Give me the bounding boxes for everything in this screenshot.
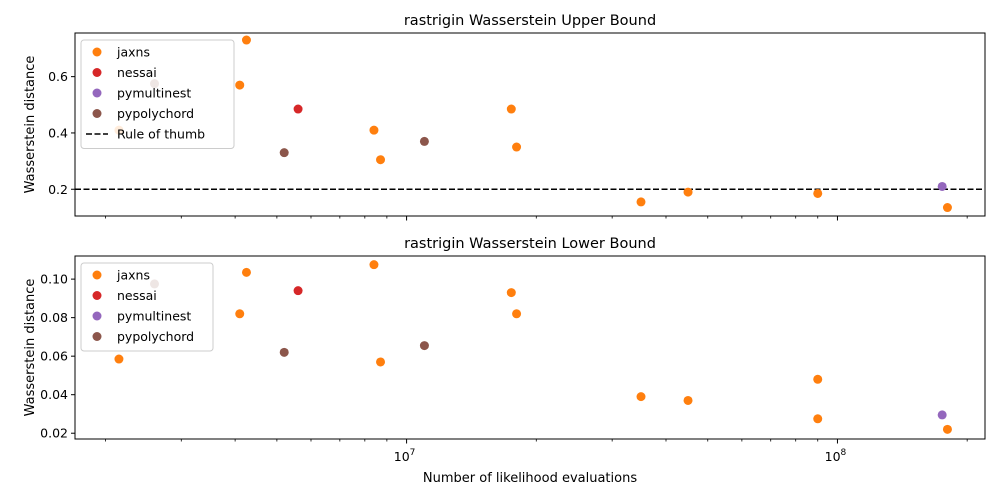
point-pypolychord [279,347,289,357]
panel-lower-bound: rastrigin Wasserstein Lower Bound Wassers… [23,236,986,464]
y-axis-label: Wasserstein distance [23,279,38,417]
legend-marker-nessai [92,291,102,300]
point-nessai [293,286,303,296]
point-jaxns [506,288,516,298]
point-jaxns [241,35,251,45]
point-jaxns [235,80,245,90]
y-tick-label: 0.08 [40,310,68,325]
legend: jaxns nessai pymultinest pypolychord Rule of… [80,39,235,149]
point-jaxns [235,309,245,319]
point-jaxns [114,354,124,364]
panels: rastrigin Wasserstein Upper Bound Wassers… [23,13,986,464]
legend-label: jaxns [116,45,150,60]
panel-upper-bound: rastrigin Wasserstein Upper Bound Wassers… [23,13,986,221]
chart-title: rastrigin Wasserstein Lower Bound [404,236,656,252]
legend-box [80,262,214,352]
legend-marker-pymultinest [92,311,102,321]
y-tick-label: 0.4 [48,125,68,140]
legend-label: pypolychord [117,329,194,344]
legend-label: Rule of thumb [117,127,205,142]
point-jaxns [506,104,516,114]
y-tick-label: 0.02 [40,426,68,441]
y-tick-label: 0.2 [48,182,68,197]
legend-box [80,39,235,149]
chart-title: rastrigin Wasserstein Upper Bound [404,13,656,29]
point-jaxns [813,374,823,384]
point-jaxns [369,125,379,135]
point-jaxns [813,188,823,198]
legend-marker-jaxns [92,47,102,57]
point-jaxns [942,424,952,434]
y-tick-label: 0.10 [40,272,68,287]
point-jaxns [683,187,693,197]
point-jaxns [369,260,379,270]
axes-frame [74,32,986,217]
y-tick-label: 0.04 [40,387,68,402]
point-pypolychord [419,341,429,351]
point-jaxns [241,267,251,277]
point-jaxns [813,414,823,424]
point-jaxns [636,197,646,207]
legend-label: pypolychord [117,106,194,121]
legend-marker-pymultinest [92,88,102,98]
legend-label: pymultinest [117,309,191,324]
point-pypolychord [279,148,289,158]
y-axis-label: Wasserstein distance [23,56,38,194]
y-tick-label: 0.6 [48,69,68,84]
point-jaxns [636,392,646,402]
axes-frame [74,255,986,440]
legend-label: nessai [117,288,157,303]
legend-label: jaxns [116,268,150,283]
point-jaxns [512,142,522,152]
x-tick-label: 108 [825,448,847,464]
point-jaxns [376,155,386,165]
point-jaxns [376,357,386,367]
legend: jaxns nessai pymultinest pypolychord [80,262,214,352]
legend-marker-nessai [92,68,102,77]
legend-label: pymultinest [117,86,191,101]
legend-label: nessai [117,65,157,80]
x-tick-label: 107 [394,448,416,464]
point-jaxns [512,309,522,319]
y-tick-label: 0.06 [40,349,68,364]
point-pymultinest [937,410,947,420]
point-jaxns [942,203,952,213]
point-pypolychord [419,136,429,146]
legend-marker-pypolychord [92,109,102,118]
legend-marker-jaxns [92,270,102,280]
point-jaxns [683,395,693,405]
point-nessai [293,104,303,114]
x-axis-label: Number of likelihood evaluations [423,471,637,486]
point-pymultinest [937,181,947,191]
legend-marker-pypolychord [92,332,102,341]
